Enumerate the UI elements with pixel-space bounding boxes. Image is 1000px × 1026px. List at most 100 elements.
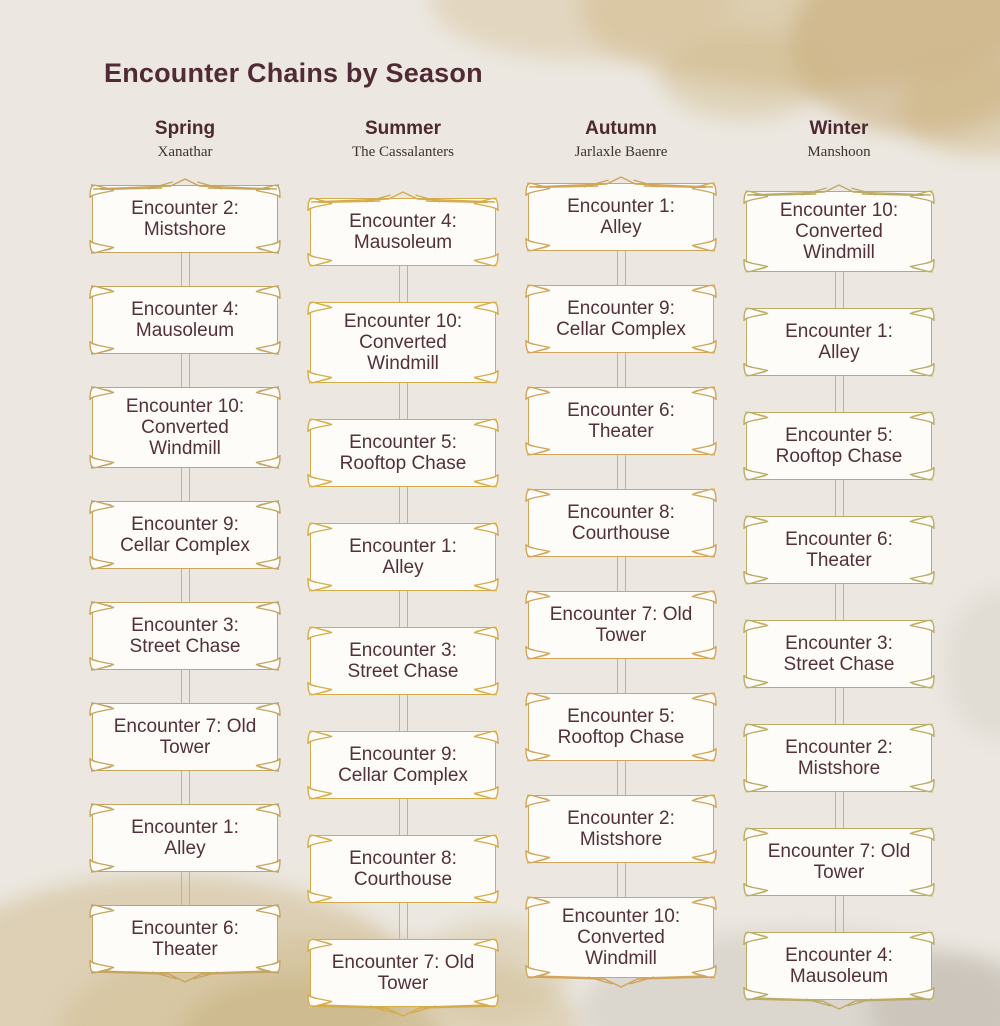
corner-flourish-icon [525,850,551,866]
encounter-node: Encounter 1: Alley [743,307,935,379]
corner-flourish-icon [691,442,717,458]
season-header: Summer The Cassalanters [352,118,454,161]
corner-flourish-icon [473,832,499,849]
corner-flourish-icon [255,384,281,401]
corner-flourish-icon [743,721,769,738]
chain-end-ornament-icon [526,974,716,990]
corner-flourish-icon [743,825,769,842]
corner-flourish-icon [743,409,769,426]
chain-connector [180,569,190,603]
corner-flourish-icon [743,571,769,587]
encounter-node: Encounter 10: Converted Windmill [525,894,717,988]
corner-flourish-icon [255,455,281,471]
corner-flourish-icon [307,474,333,490]
season-columns: Spring Xanathar Encounter 2: Mistshore Enco… [89,118,935,1017]
encounter-chain: Encounter 2: Mistshore Encounter 4: Mauso… [89,178,281,983]
corner-flourish-icon [473,728,499,745]
chain-connector [834,584,844,621]
node-label: Encounter 3: Street Chase [783,633,895,676]
node-label: Encounter 4: Mausoleum [349,211,457,254]
chain-start-ornament-icon [308,189,498,204]
corner-flourish-icon [473,624,499,641]
chain-connector [616,659,626,694]
corner-flourish-icon [255,657,281,673]
node-label: Encounter 10: Converted Windmill [779,200,899,264]
corner-flourish-icon [89,902,115,919]
corner-flourish-icon [525,588,551,605]
corner-flourish-icon [525,748,551,764]
corner-flourish-icon [909,571,935,587]
corner-flourish-icon [473,370,499,386]
villain-name: The Cassalanters [351,143,455,160]
corner-flourish-icon [307,682,333,698]
season-column-spring: Spring Xanathar Encounter 2: Mistshore Enco… [89,118,281,1007]
node-label: Encounter 6: Theater [785,529,893,572]
chain-end-ornament-icon [744,996,934,1012]
chain-connector [616,455,626,490]
node-label: Encounter 10: Converted Windmill [561,906,681,970]
corner-flourish-icon [909,259,935,275]
corner-flourish-icon [473,786,499,802]
node-label: Encounter 6: Theater [567,400,675,443]
node-label: Encounter 5: Rooftop Chase [557,706,685,749]
corner-flourish-icon [743,617,769,634]
chain-connector [398,383,408,420]
corner-flourish-icon [743,675,769,691]
node-label: Encounter 2: Mistshore [131,198,239,241]
corner-flourish-icon [909,779,935,795]
season-name: Autumn [585,118,657,139]
chain-start-ornament-icon [526,174,716,189]
encounter-node: Encounter 1: Alley [525,176,717,253]
corner-flourish-icon [89,599,115,616]
corner-flourish-icon [909,721,935,738]
corner-flourish-icon [307,890,333,906]
node-label: Encounter 8: Courthouse [567,502,675,545]
corner-flourish-icon [743,363,769,379]
encounter-node: Encounter 2: Mistshore [525,794,717,866]
corner-flourish-icon [525,646,551,662]
chain-end-ornament-icon [90,969,280,985]
corner-flourish-icon [255,556,281,572]
chain-connector [180,253,190,287]
corner-flourish-icon [691,340,717,356]
chain-connector [398,695,408,732]
corner-flourish-icon [307,936,333,953]
corner-flourish-icon [473,520,499,537]
node-label: Encounter 1: Alley [131,817,239,860]
corner-flourish-icon [89,758,115,774]
encounter-node: Encounter 7: Old Tower [89,702,281,774]
page-title: Encounter Chains by Season [104,58,483,88]
corner-flourish-icon [691,894,717,911]
corner-flourish-icon [909,409,935,426]
corner-flourish-icon [89,859,115,875]
encounter-chain: Encounter 10: Converted Windmill Encounte… [743,184,935,1010]
node-label: Encounter 4: Mausoleum [131,299,239,342]
node-label: Encounter 1: Alley [567,196,675,239]
corner-flourish-icon [743,779,769,795]
corner-flourish-icon [89,455,115,471]
node-label: Encounter 7: Old Tower [767,841,911,884]
node-label: Encounter 5: Rooftop Chase [339,432,467,475]
corner-flourish-icon [89,801,115,818]
watercolor-wash-top-right [580,0,1000,90]
corner-flourish-icon [255,283,281,300]
encounter-node: Encounter 7: Old Tower [743,825,935,898]
season-header: Winter Manshoon [807,118,870,161]
corner-flourish-icon [255,859,281,875]
corner-flourish-icon [89,960,115,976]
node-label: Encounter 10: Converted Windmill [343,311,463,375]
corner-flourish-icon [307,578,333,594]
encounter-node: Encounter 10: Converted Windmill [307,301,499,386]
encounter-node: Encounter 1: Alley [89,801,281,875]
corner-flourish-icon [89,384,115,401]
corner-flourish-icon [909,617,935,634]
node-label: Encounter 3: Street Chase [347,640,459,683]
node-label: Encounter 2: Mistshore [567,808,675,851]
node-label: Encounter 3: Street Chase [129,615,241,658]
chain-connector [834,792,844,829]
corner-flourish-icon [691,384,717,401]
corner-flourish-icon [89,498,115,515]
corner-flourish-icon [473,994,499,1010]
corner-flourish-icon [89,341,115,357]
